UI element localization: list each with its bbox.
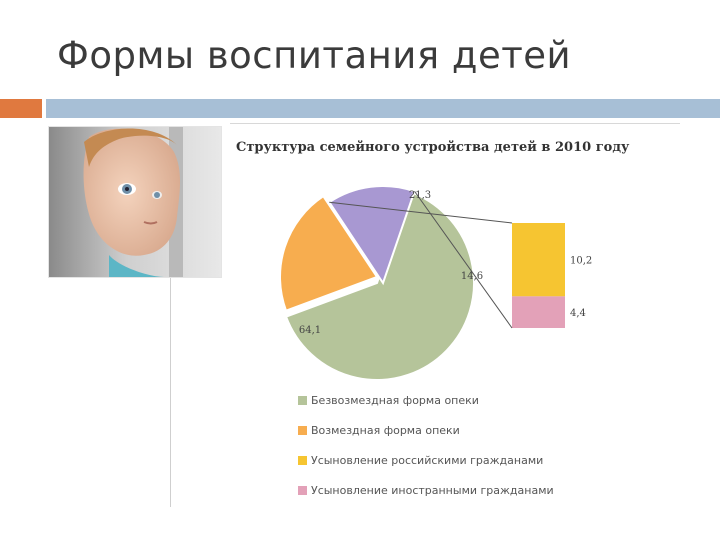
slide-title: Формы воспитания детей (57, 34, 572, 77)
child-photo (48, 126, 222, 278)
data-label-breakdown-1: 10,2 (570, 256, 592, 267)
pie-slice-2 (279, 194, 379, 312)
connector-line-top (329, 201, 513, 224)
pie-slice-3 (327, 185, 416, 286)
legend-label-4: Усыновление иностранными гражданами (311, 484, 554, 497)
breakdown-bar-segment-1 (512, 223, 565, 297)
legend-swatch-1 (298, 396, 307, 405)
legend-label-2: Возмездная форма опеки (311, 424, 460, 437)
divider-line (170, 275, 171, 507)
chart-title: Структура семейного устройства детей в 2… (236, 140, 630, 155)
accent-bar-orange (0, 99, 42, 118)
chart-top-border (230, 123, 680, 127)
breakdown-bar-segment-2 (512, 296, 565, 328)
data-label-slice-1: 64,1 (299, 325, 321, 336)
data-label-breakdown-2: 4,4 (570, 308, 586, 319)
legend-swatch-4 (298, 486, 307, 495)
connector-line-bottom (414, 190, 513, 329)
pie-slice-1 (284, 189, 475, 381)
data-label-slice-3: 14,6 (461, 271, 483, 282)
child-photo-image (49, 127, 221, 277)
legend-swatch-2 (298, 426, 307, 435)
legend-swatch-3 (298, 456, 307, 465)
data-label-slice-2: 21,3 (409, 190, 431, 201)
accent-bar-blue (46, 99, 720, 118)
legend-label-1: Безвозмездная форма опеки (311, 394, 479, 407)
legend-label-3: Усыновление российскими гражданами (311, 454, 543, 467)
